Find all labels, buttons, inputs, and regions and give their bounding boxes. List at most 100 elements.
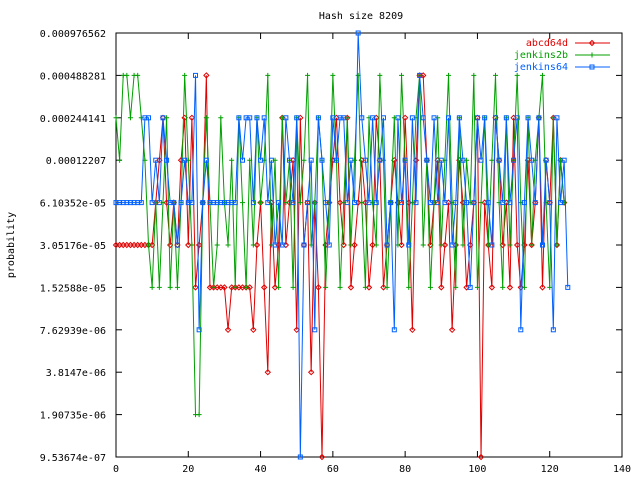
data-point [427,284,433,290]
data-point [156,200,162,206]
data-point [362,157,368,163]
data-point [365,284,373,291]
data-point [489,157,495,163]
data-point [146,115,152,121]
data-point [453,200,459,206]
data-point [265,72,271,78]
data-point [224,326,232,334]
y-tick-label: 7.62939e-06 [40,326,106,337]
data-point [156,284,162,290]
x-tick-label: 40 [255,464,267,475]
data-point [326,242,332,248]
data-point [264,368,272,376]
data-point [503,115,509,121]
data-point [307,368,315,376]
data-point [240,157,245,163]
data-point [117,157,123,163]
data-point [413,200,419,206]
y-tick-label: 6.10352e-05 [40,199,106,210]
data-point [250,326,257,334]
data-point [453,284,459,290]
data-point [189,242,195,248]
data-point [286,157,292,163]
data-point [554,115,560,121]
y-tick-label: 3.8147e-06 [46,368,106,379]
data-point [488,284,496,291]
data-point [347,284,355,291]
data-point [539,242,545,248]
data-point [514,115,520,121]
data-point [424,157,430,163]
data-point [500,284,506,290]
data-point [318,453,326,461]
y-tick-label: 0.000976562 [40,29,106,40]
data-point [518,327,524,333]
x-tick-label: 20 [182,464,194,475]
data-series [112,30,571,461]
data-point [529,242,535,248]
data-point [427,200,433,206]
data-point [200,200,206,206]
data-point [373,242,379,248]
data-point [388,200,394,206]
data-point [431,115,437,121]
data-point [482,115,488,121]
data-point [377,157,383,163]
data-point [543,157,549,163]
data-point [258,200,264,206]
data-point [399,72,405,78]
data-point [276,200,282,206]
data-point [464,200,470,206]
data-point [449,242,455,248]
data-point [290,284,296,290]
y-tick-label: 0.000244141 [40,114,106,125]
data-point [203,72,210,79]
data-point [471,200,477,206]
data-point [448,326,456,334]
data-point [558,200,564,206]
data-point [293,326,300,334]
data-point [589,52,595,58]
legend-label: abcd64d [526,38,568,49]
data-point [406,242,412,248]
data-point [258,157,264,163]
y-axis-label: probability [6,212,17,278]
data-point [196,412,202,418]
data-point [460,242,466,248]
data-point [420,242,426,248]
data-point [283,200,289,206]
data-point [380,284,387,291]
y-tick-label: 0.00012207 [46,156,106,167]
data-point [456,115,462,121]
data-point [446,115,452,121]
data-point [384,242,390,248]
data-point [395,242,401,248]
data-point [525,115,531,121]
data-point [438,242,444,248]
data-point [391,327,397,333]
data-point [189,200,195,206]
data-point [554,242,560,248]
data-point [511,157,517,163]
y-tick-label: 9.53674e-07 [40,453,106,464]
data-point [370,115,376,121]
data-point [351,241,358,249]
data-point [268,157,274,163]
data-point [348,242,354,248]
data-point [336,199,344,206]
data-point [164,157,170,163]
data-point [588,39,596,47]
data-point [467,284,473,290]
y-tick-label: 3.05176e-05 [40,241,106,252]
data-point [203,115,209,121]
data-point [539,72,545,78]
data-point [319,157,325,163]
data-point [297,200,303,206]
data-point [221,284,228,291]
x-tick-label: 0 [113,464,119,475]
data-point [297,454,303,460]
data-point [138,200,144,206]
data-point [149,284,155,290]
data-point [355,30,361,36]
data-point [294,115,300,121]
